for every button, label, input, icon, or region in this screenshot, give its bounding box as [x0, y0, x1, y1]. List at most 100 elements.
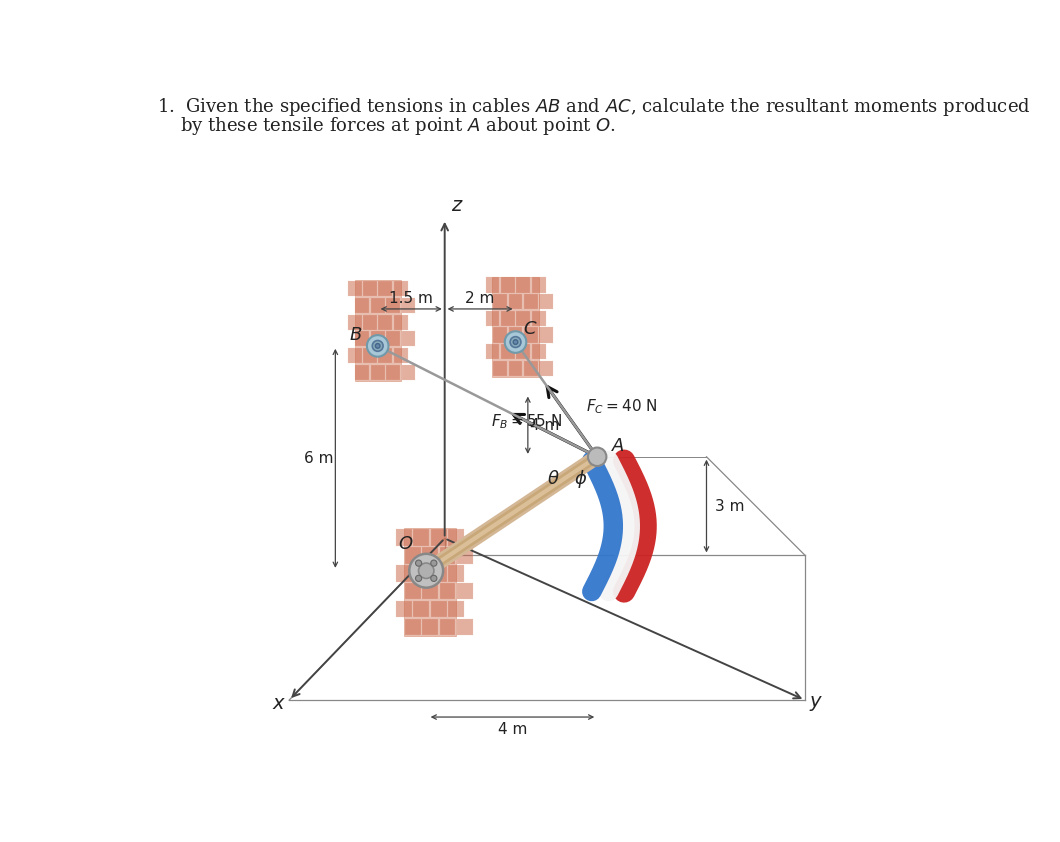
Circle shape — [367, 335, 388, 357]
Bar — [516, 311, 530, 326]
Circle shape — [430, 560, 437, 566]
Bar — [532, 344, 546, 360]
Circle shape — [375, 344, 379, 349]
Text: $A$: $A$ — [611, 437, 625, 455]
Bar — [402, 298, 416, 313]
Bar — [509, 294, 523, 309]
Bar — [516, 344, 530, 360]
Text: 1.  Given the specified tensions in cables $\mathit{AB}$ and $\mathit{AC}$, calc: 1. Given the specified tensions in cable… — [157, 96, 1030, 118]
Bar — [394, 348, 408, 363]
Text: $y$: $y$ — [809, 694, 824, 712]
Bar — [440, 547, 456, 563]
Text: $B$: $B$ — [349, 326, 363, 344]
Circle shape — [419, 563, 434, 578]
Bar — [396, 565, 412, 582]
Bar — [405, 619, 421, 636]
Bar — [430, 601, 446, 617]
Bar — [448, 529, 464, 546]
Bar — [509, 328, 523, 343]
Bar — [493, 277, 538, 376]
Bar — [371, 298, 385, 313]
Bar — [485, 277, 499, 292]
Bar — [396, 529, 412, 546]
Text: $O$: $O$ — [399, 536, 413, 553]
Bar — [386, 365, 400, 380]
Bar — [386, 331, 400, 346]
Bar — [485, 344, 499, 360]
Bar — [540, 360, 553, 376]
Bar — [364, 348, 377, 363]
Bar — [404, 529, 456, 637]
Bar — [440, 619, 456, 636]
Bar — [394, 315, 408, 330]
Bar — [402, 331, 416, 346]
Bar — [394, 281, 408, 296]
Bar — [448, 601, 464, 617]
Bar — [430, 565, 446, 582]
Bar — [422, 583, 438, 600]
Bar — [413, 565, 429, 582]
Bar — [364, 315, 377, 330]
Text: 1.5 m: 1.5 m — [389, 290, 434, 306]
Bar — [378, 315, 392, 330]
Circle shape — [416, 575, 422, 582]
Bar — [501, 344, 515, 360]
Bar — [386, 298, 400, 313]
Bar — [348, 348, 361, 363]
Bar — [532, 311, 546, 326]
Text: 6 m: 6 m — [303, 450, 333, 466]
Bar — [396, 601, 412, 617]
Bar — [364, 281, 377, 296]
Circle shape — [505, 331, 527, 353]
Text: $F_B = 55$ N: $F_B = 55$ N — [491, 413, 562, 431]
Text: 3 m: 3 m — [714, 498, 744, 514]
Bar — [355, 298, 369, 313]
Bar — [422, 547, 438, 563]
Text: 4 m: 4 m — [530, 418, 560, 433]
Bar — [540, 294, 553, 309]
Text: $x$: $x$ — [272, 694, 286, 712]
Bar — [405, 547, 421, 563]
Bar — [485, 311, 499, 326]
Circle shape — [409, 554, 443, 588]
Bar — [524, 328, 537, 343]
Text: $F_C = 40$ N: $F_C = 40$ N — [586, 397, 657, 416]
Circle shape — [372, 340, 383, 351]
Bar — [448, 565, 464, 582]
Bar — [457, 583, 473, 600]
Circle shape — [588, 448, 606, 466]
Bar — [501, 277, 515, 292]
Bar — [440, 583, 456, 600]
Bar — [371, 365, 385, 380]
Bar — [348, 281, 361, 296]
Bar — [501, 311, 515, 326]
Bar — [540, 328, 553, 343]
Bar — [422, 619, 438, 636]
Text: 2 m: 2 m — [465, 290, 495, 306]
Bar — [355, 331, 369, 346]
Bar — [413, 529, 429, 546]
Bar — [524, 294, 537, 309]
Bar — [532, 277, 546, 292]
Bar — [524, 360, 537, 376]
Bar — [457, 547, 473, 563]
Bar — [355, 365, 369, 380]
Circle shape — [416, 560, 422, 566]
Bar — [457, 619, 473, 636]
Circle shape — [510, 337, 520, 348]
Text: 4 m: 4 m — [498, 722, 527, 737]
Bar — [355, 280, 401, 381]
Text: by these tensile forces at point $\mathit{A}$ about point $\mathit{O}$.: by these tensile forces at point $\mathi… — [180, 115, 616, 137]
Text: $\phi$: $\phi$ — [575, 467, 587, 490]
Text: $\theta$: $\theta$ — [547, 470, 560, 488]
Text: $C$: $C$ — [524, 320, 537, 338]
Bar — [378, 348, 392, 363]
Bar — [430, 529, 446, 546]
Bar — [371, 331, 385, 346]
Circle shape — [513, 339, 518, 344]
Bar — [493, 360, 507, 376]
Bar — [402, 365, 416, 380]
Bar — [348, 315, 361, 330]
Circle shape — [430, 575, 437, 582]
Bar — [378, 281, 392, 296]
